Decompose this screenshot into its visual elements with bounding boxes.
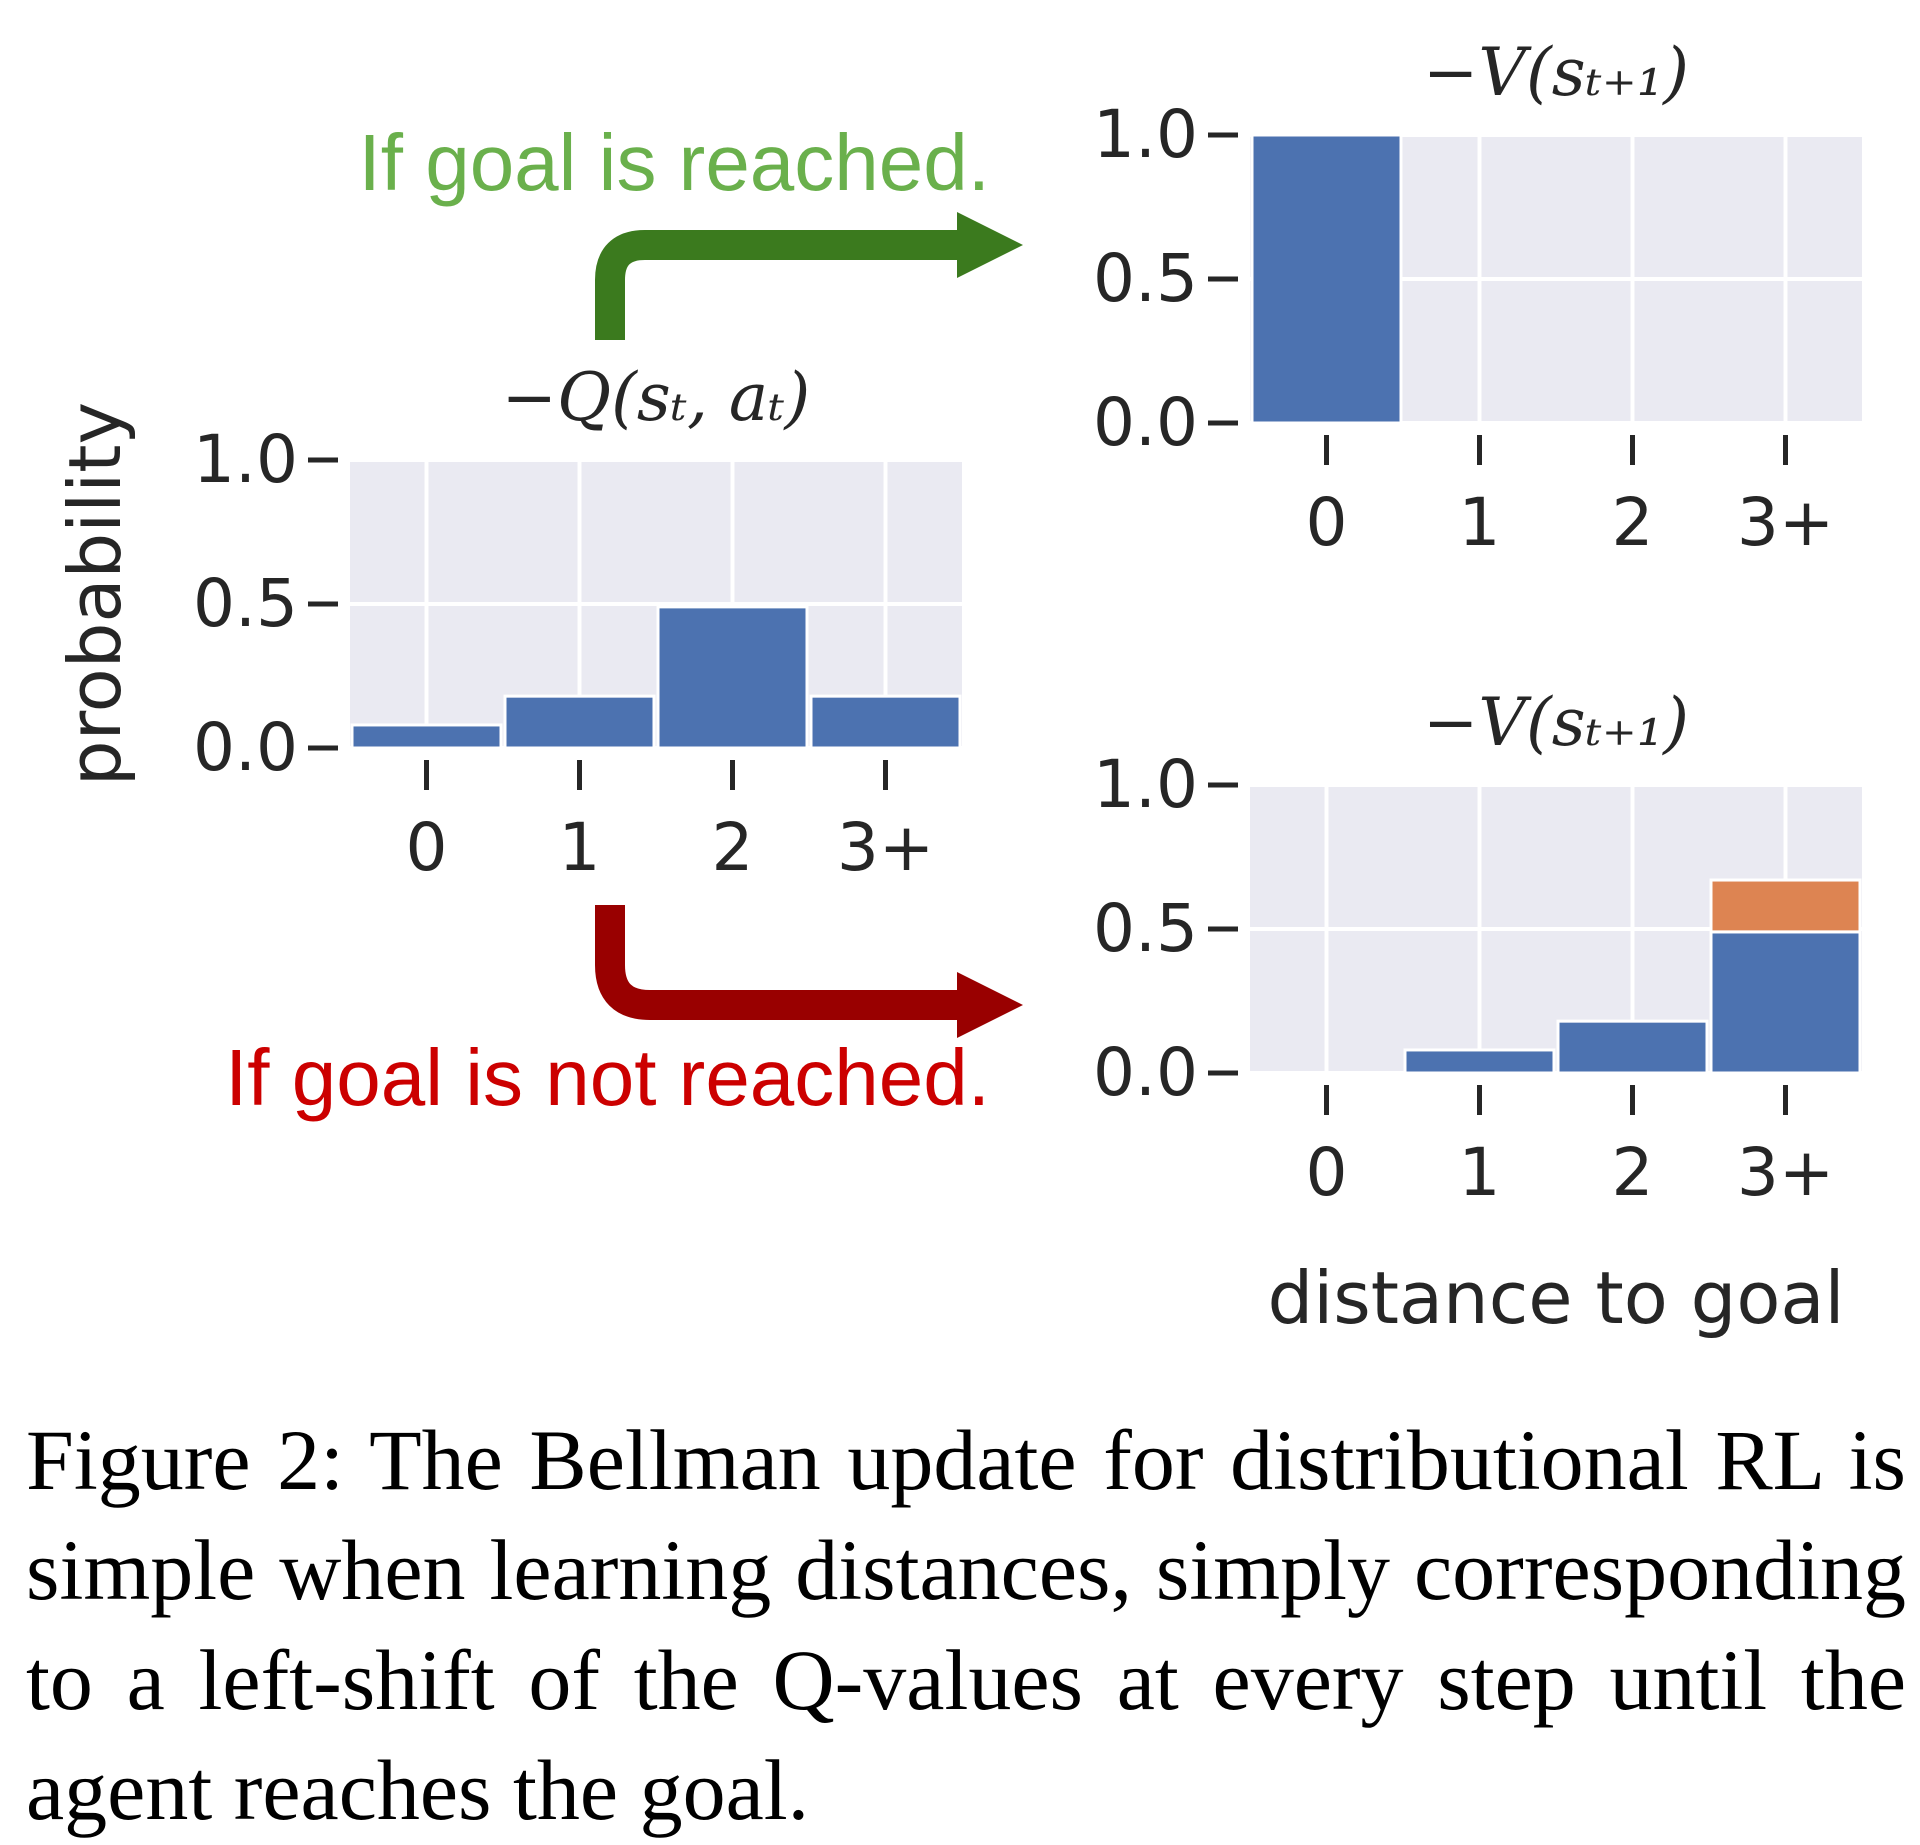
q-chart: 0.0 0.5 1.0 0 1 2 3+ −Q(sₜ, aₜ) probability: [53, 359, 962, 886]
bar-v_not_reached-s1-3: [1709, 878, 1862, 934]
bar-v_not_reached-s0-2: [1556, 1019, 1709, 1075]
x-tick-label: 0: [406, 809, 448, 886]
x-tick-label: 3+: [1737, 484, 1834, 561]
figure-caption: Figure 2: The Bellman update for distrib…: [26, 1412, 1906, 1838]
x-tick-label: 1: [1459, 1134, 1501, 1211]
v-not-reached-chart: 0.0 0.5 1.0 0 1 2 3+ −V(sₜ₊₁) distance to goal: [1093, 684, 1862, 1340]
x-tick-label: 2: [1612, 484, 1654, 561]
chart-title: −V(sₜ₊₁): [1423, 34, 1689, 111]
bar-q-s0-0: [350, 723, 503, 750]
v-reached-chart: 0.0 0.5 1.0 0 1 2 3+ −V(sₜ₊₁): [1093, 34, 1862, 561]
x-tick-label: 3+: [837, 809, 934, 886]
bar-q-s0-3: [809, 694, 962, 750]
not-reached-arrow: [595, 905, 1024, 1039]
bar-q-s0-2: [656, 605, 809, 750]
x-axis-label: distance to goal: [1267, 1256, 1844, 1340]
x-tick-label: 1: [559, 809, 601, 886]
y-tick-label: 0.5: [1093, 890, 1198, 967]
figure: If goal is reached. If goal is not reach…: [53, 34, 1862, 1340]
y-tick-label: 1.0: [193, 421, 298, 498]
x-tick-label: 0: [1306, 484, 1348, 561]
bar-v_reached-s0-0: [1250, 133, 1403, 425]
y-tick-label: 0.5: [1093, 240, 1198, 317]
y-axis-label: probability: [53, 402, 137, 786]
bar-v_not_reached-s0-1: [1403, 1048, 1556, 1075]
bar-q-s0-1: [503, 694, 656, 750]
goal-reached-annotation: If goal is reached.: [359, 118, 990, 207]
y-tick-label: 0.5: [193, 565, 298, 642]
goal-not-reached-annotation: If goal is not reached.: [225, 1033, 990, 1122]
y-tick-label: 1.0: [1093, 746, 1198, 823]
y-tick-label: 1.0: [1093, 96, 1198, 173]
x-tick-label: 0: [1306, 1134, 1348, 1211]
y-tick-label: 0.0: [1093, 384, 1198, 461]
x-tick-label: 3+: [1737, 1134, 1834, 1211]
x-tick-label: 2: [712, 809, 754, 886]
bar-v_not_reached-s0-3: [1709, 930, 1862, 1075]
x-tick-label: 1: [1459, 484, 1501, 561]
chart-title: −V(sₜ₊₁): [1423, 684, 1689, 761]
y-tick-label: 0.0: [1093, 1034, 1198, 1111]
chart-title: −Q(sₜ, aₜ): [502, 359, 811, 436]
y-tick-label: 0.0: [193, 709, 298, 786]
x-tick-label: 2: [1612, 1134, 1654, 1211]
reached-arrow: [595, 211, 1024, 340]
